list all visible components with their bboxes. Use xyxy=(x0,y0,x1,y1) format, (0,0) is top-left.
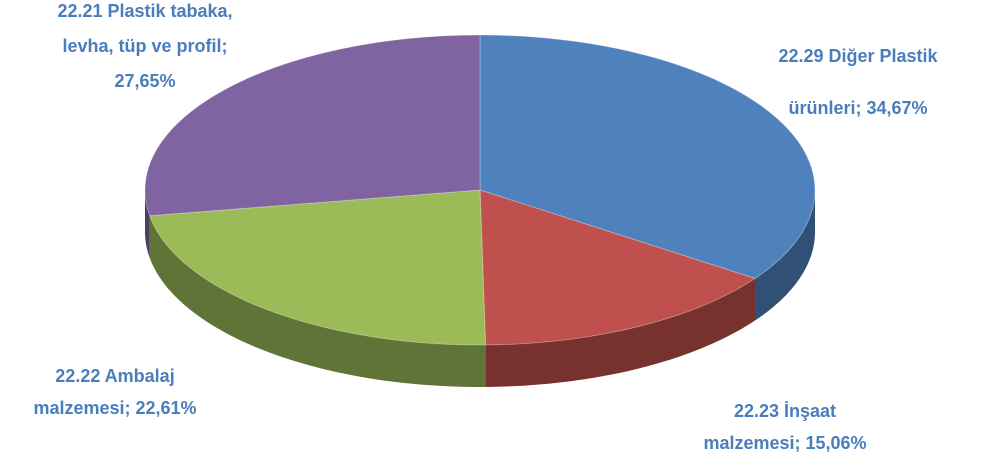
data-label: 22.29 Diğer Plastik ürünleri; 34,67% xyxy=(768,30,948,134)
data-label: 22.22 Ambalaj malzemesi; 22,61% xyxy=(25,360,205,424)
slice-side xyxy=(145,190,150,258)
data-label: 22.23 İnşaat malzemesi; 15,06% xyxy=(695,395,875,459)
slice xyxy=(148,189,487,346)
value-label: 27,65% xyxy=(114,71,176,91)
category-name: 22.23 İnşaat malzemesi xyxy=(703,401,837,453)
category-name: 22.29 Diğer Plastik ürünleri xyxy=(778,46,938,118)
value-label: 22,61% xyxy=(135,398,197,418)
slice-side xyxy=(755,190,815,321)
slice xyxy=(479,189,757,346)
slice xyxy=(479,34,816,280)
data-label: 22.21 Plastik tabaka, levha, tüp ve prof… xyxy=(55,0,235,99)
label-separator: ; xyxy=(855,98,867,118)
label-separator: ; xyxy=(221,36,228,56)
slice xyxy=(144,34,481,217)
label-separator: ; xyxy=(794,433,806,453)
slice-side xyxy=(149,215,486,387)
label-separator: ; xyxy=(124,398,136,418)
value-label: 34,67% xyxy=(866,98,928,118)
category-name: 22.21 Plastik tabaka, levha, tüp ve prof… xyxy=(57,1,233,56)
category-name: 22.22 Ambalaj malzemesi xyxy=(33,366,175,418)
slice-side xyxy=(485,278,756,387)
value-label: 15,06% xyxy=(805,433,867,453)
